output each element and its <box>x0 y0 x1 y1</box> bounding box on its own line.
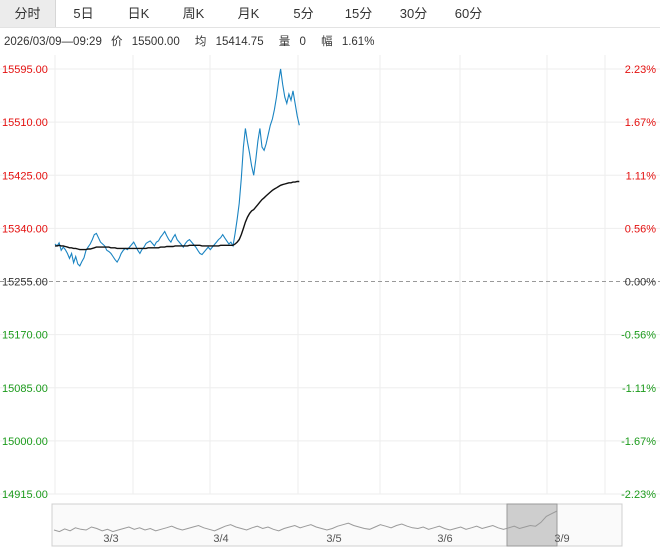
y-tick-label: 15425.00 <box>2 170 48 182</box>
period-tabs: 分时 5日 日K 周K 月K 5分 15分 30分 60分 <box>0 0 660 28</box>
info-datetime: 2026/03/09—09:29 <box>4 36 102 48</box>
y-tick-label: 15170.00 <box>2 330 48 342</box>
navigator-selection[interactable] <box>506 503 558 547</box>
pct-tick-label: 1.67% <box>625 117 656 129</box>
y-tick-label: 15255.00 <box>2 277 48 289</box>
price-line <box>54 68 300 267</box>
avg-line <box>55 180 300 251</box>
info-avg: 均 15414.75 <box>194 36 264 48</box>
pct-tick-label: -1.11% <box>622 383 656 395</box>
y-tick-label: 15085.00 <box>2 383 48 395</box>
y-tick-label: 15510.00 <box>2 117 48 129</box>
y-tick-label: 15340.00 <box>2 223 48 235</box>
pct-tick-label: 2.23% <box>625 64 656 76</box>
navigator-date-label: 3/9 <box>554 533 569 545</box>
tab-3[interactable]: 周K <box>182 6 205 21</box>
quote-info-bar: 2026/03/09—09:29 价 15500.00 均 15414.75 量… <box>4 33 386 49</box>
pct-tick-label: -1.67% <box>621 436 656 448</box>
pct-tick-label: 0.56% <box>625 223 656 235</box>
tab-4[interactable]: 月K <box>237 6 260 21</box>
navigator-date-label: 3/4 <box>213 533 228 545</box>
tab-6[interactable]: 15分 <box>344 6 373 21</box>
tab-7[interactable]: 30分 <box>399 6 428 21</box>
pct-tick-label: -2.23% <box>621 489 656 500</box>
navigator-date-label: 3/5 <box>326 533 341 545</box>
tab-5[interactable]: 5分 <box>293 6 314 21</box>
navigator-line <box>53 510 558 533</box>
intraday-chart: 15595.00 2.23% 15510.00 1.67% 15425.00 1.11% 1… <box>0 55 660 500</box>
y-tick-label: 15000.00 <box>2 436 48 448</box>
navigator-date-label: 3/3 <box>103 533 118 545</box>
info-change: 幅 1.61% <box>321 36 375 48</box>
pct-tick-label: 1.11% <box>626 170 657 182</box>
y-tick-label: 14915.00 <box>2 489 48 500</box>
tab-2[interactable]: 日K <box>127 6 150 21</box>
info-price: 价 15500.00 <box>111 36 180 48</box>
tab-0[interactable]: 分时 <box>0 0 56 27</box>
navigator-date-label: 3/6 <box>437 533 452 545</box>
pct-tick-label: -0.56% <box>621 330 656 342</box>
y-tick-label: 15595.00 <box>2 64 48 76</box>
tab-1[interactable]: 5日 <box>73 6 94 21</box>
tab-8[interactable]: 60分 <box>454 6 483 21</box>
pct-tick-label: 0.00% <box>625 277 656 289</box>
range-navigator[interactable]: 3/3 3/4 3/5 3/6 3/9 <box>0 500 660 547</box>
info-volume: 量 0 <box>278 36 306 48</box>
